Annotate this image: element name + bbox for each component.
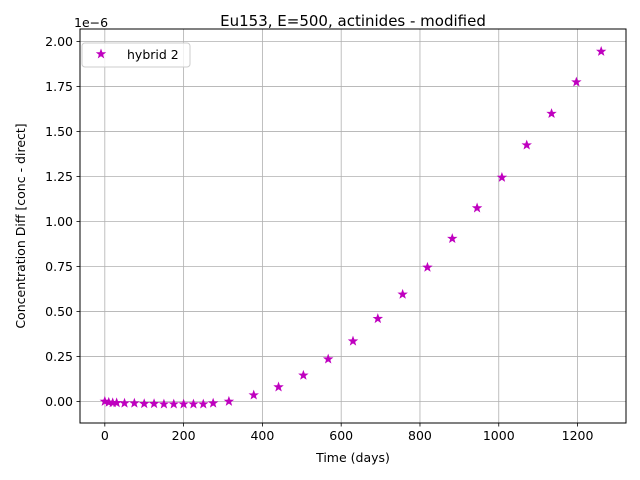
data-point [148,398,160,409]
x-tick-label: 1000 [483,428,515,443]
y-offset-label: 1e−6 [74,15,108,30]
y-tick-label: 0.00 [45,394,73,409]
x-axis-title: Time (days) [315,450,390,465]
y-axis-title: Concentration Diff [conc - direct] [13,123,28,328]
y-tick-label: 1.50 [45,124,73,139]
data-point [521,139,532,150]
data-point [471,202,483,213]
x-tick-label: 600 [329,428,353,443]
data-point [397,288,408,299]
legend-star-icon [95,48,107,59]
data-point [571,76,582,87]
data-point [322,353,334,364]
data-point [496,171,508,182]
data-point [347,335,359,346]
data-point [273,381,284,392]
data-point [223,395,235,406]
y-tick-label: 0.25 [45,349,73,364]
x-tick-label: 800 [408,428,432,443]
data-point [422,261,433,272]
data-point [129,397,140,408]
grid-lines [80,29,626,423]
axis-ticks: 0 200 400 600 800 1000 1200 0.00 0.25 0.50 0.75 1.0… [45,34,593,443]
legend-marker [95,48,107,59]
data-point [168,398,179,409]
y-tick-label: 2.00 [45,34,73,49]
plot-frame [79,28,627,424]
x-tick-label: 1200 [562,428,594,443]
data-points [99,46,607,409]
x-tick-label: 0 [101,428,109,443]
legend: hybrid 2 [81,42,191,68]
data-point [198,398,209,409]
x-tick-label: 200 [172,428,196,443]
data-point [188,398,199,409]
data-point [248,389,259,400]
x-tick-label: 400 [250,428,274,443]
data-point [546,108,557,118]
y-tick-label: 0.75 [45,259,73,274]
y-tick-label: 0.50 [45,304,73,319]
y-tick-label: 1.75 [45,79,73,94]
chart-title: Eu153, E=500, actinides - modified [220,12,486,30]
legend-frame [81,42,191,68]
legend-label: hybrid 2 [127,47,179,62]
data-point [372,313,384,324]
data-point [111,397,122,408]
data-point [595,46,607,56]
data-point [207,397,219,408]
data-point [298,369,309,380]
data-point [119,397,130,408]
data-point [139,398,150,409]
data-point [158,398,170,409]
y-tick-label: 1.00 [45,214,73,229]
y-tick-label: 1.25 [45,169,73,184]
data-point [178,398,189,409]
data-point [447,233,458,244]
